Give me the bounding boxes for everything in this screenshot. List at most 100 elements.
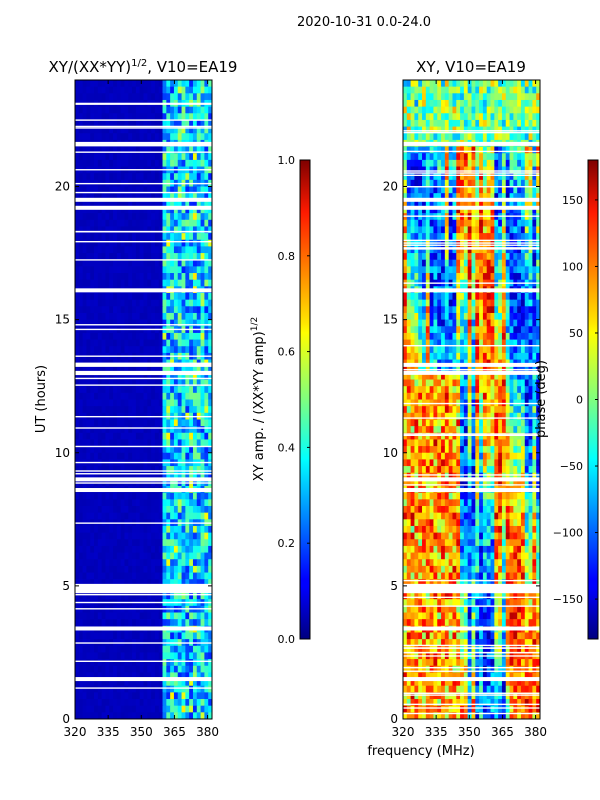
heatmap-cell bbox=[101, 705, 107, 713]
heatmap-cell bbox=[105, 499, 110, 507]
heatmap-cell bbox=[490, 119, 495, 128]
heatmap-cell bbox=[181, 665, 186, 674]
heatmap-cell bbox=[204, 472, 209, 480]
heatmap-cell bbox=[113, 106, 118, 114]
heatmap-cell bbox=[109, 80, 114, 88]
heatmap-cell bbox=[147, 579, 152, 587]
heatmap-cell bbox=[177, 545, 183, 554]
heatmap-cell bbox=[105, 426, 110, 434]
heatmap-cell bbox=[498, 80, 503, 88]
heatmap-cell bbox=[143, 213, 148, 221]
heatmap-cell bbox=[94, 146, 99, 154]
heatmap-cell bbox=[444, 326, 450, 334]
heatmap-cell bbox=[494, 119, 499, 128]
heatmap-cell bbox=[192, 572, 198, 580]
heatmap-cell bbox=[143, 206, 148, 214]
heatmap-cell bbox=[135, 173, 141, 181]
heatmap-cell bbox=[139, 692, 145, 700]
heatmap-cell bbox=[509, 319, 514, 327]
heatmap-cell bbox=[120, 219, 126, 228]
heatmap-cell bbox=[494, 179, 499, 188]
heatmap-cell bbox=[536, 226, 540, 234]
heatmap-cell bbox=[467, 253, 473, 261]
heatmap-cell bbox=[444, 219, 450, 228]
heatmap-cell bbox=[486, 259, 492, 267]
heatmap-cell bbox=[78, 126, 84, 134]
heatmap-cell bbox=[406, 219, 412, 228]
heatmap-cell bbox=[139, 672, 145, 680]
heatmap-cell bbox=[437, 86, 442, 94]
heatmap-cell bbox=[97, 206, 103, 214]
heatmap-cell bbox=[162, 339, 167, 347]
heatmap-cell bbox=[82, 705, 88, 713]
heatmap-cell bbox=[460, 113, 465, 121]
heatmap-cell bbox=[154, 299, 160, 307]
heatmap-cell bbox=[162, 159, 167, 168]
heatmap-cell bbox=[170, 279, 175, 287]
heatmap-cell bbox=[441, 86, 446, 94]
heatmap-cell bbox=[86, 273, 91, 281]
heatmap-cell bbox=[509, 186, 514, 194]
heatmap-cell bbox=[90, 113, 95, 121]
heatmap-cell bbox=[124, 246, 129, 254]
heatmap-cell bbox=[475, 306, 480, 314]
heatmap-cell bbox=[170, 672, 175, 680]
heatmap-cell bbox=[113, 692, 118, 700]
heatmap-cell bbox=[101, 146, 107, 154]
heatmap-cell bbox=[185, 572, 190, 580]
heatmap-cell bbox=[86, 539, 91, 547]
heatmap-cell bbox=[78, 559, 84, 567]
heatmap-cell bbox=[90, 119, 95, 128]
heatmap-cell bbox=[200, 466, 205, 474]
heatmap-cell bbox=[158, 206, 164, 214]
heatmap-cell bbox=[173, 525, 179, 534]
heatmap-cell bbox=[105, 379, 110, 387]
heatmap-cell bbox=[86, 532, 91, 540]
heatmap-cell bbox=[105, 146, 110, 154]
heatmap-cell bbox=[498, 253, 503, 261]
heatmap-cell bbox=[116, 332, 122, 341]
heatmap-cell bbox=[204, 153, 209, 161]
heatmap-cell bbox=[97, 492, 103, 500]
heatmap-cell bbox=[437, 153, 442, 161]
heatmap-cell bbox=[185, 592, 190, 600]
heatmap-cell bbox=[185, 133, 190, 141]
heatmap-cell bbox=[501, 226, 507, 234]
heatmap-cell bbox=[536, 326, 540, 334]
heatmap-cell bbox=[422, 326, 427, 334]
heatmap-cell bbox=[208, 452, 212, 461]
heatmap-cell bbox=[143, 659, 148, 667]
heatmap-cell bbox=[204, 259, 209, 267]
heatmap-cell bbox=[482, 219, 488, 228]
heatmap-cell bbox=[154, 619, 160, 627]
heatmap-cell bbox=[116, 106, 122, 114]
heatmap-cell bbox=[154, 293, 160, 301]
heatmap-cell bbox=[132, 679, 137, 687]
heatmap-cell bbox=[162, 226, 167, 234]
heatmap-cell bbox=[475, 86, 480, 94]
heatmap-cell bbox=[196, 119, 202, 128]
heatmap-cell bbox=[109, 233, 114, 241]
heatmap-cell bbox=[196, 672, 202, 680]
heatmap-cell bbox=[139, 193, 145, 201]
heatmap-cell bbox=[139, 219, 145, 228]
heatmap-cell bbox=[139, 532, 145, 540]
heatmap-cell bbox=[204, 93, 209, 101]
heatmap-cell bbox=[429, 166, 435, 174]
heatmap-cell bbox=[444, 233, 450, 241]
heatmap-cell bbox=[124, 499, 129, 507]
heatmap-cell bbox=[101, 372, 107, 381]
heatmap-cell bbox=[143, 665, 148, 674]
heatmap-cell bbox=[429, 226, 435, 234]
heatmap-cell bbox=[185, 319, 190, 327]
heatmap-cell bbox=[90, 293, 95, 301]
heatmap-cell bbox=[433, 299, 438, 307]
heatmap-cell bbox=[82, 319, 88, 327]
heatmap-cell bbox=[479, 233, 484, 241]
heatmap-cell bbox=[463, 80, 469, 88]
heatmap-cell bbox=[505, 93, 511, 101]
heatmap-cell bbox=[200, 332, 205, 341]
flagged-row bbox=[75, 355, 212, 357]
heatmap-cell bbox=[82, 419, 88, 427]
heatmap-cell bbox=[162, 246, 167, 254]
